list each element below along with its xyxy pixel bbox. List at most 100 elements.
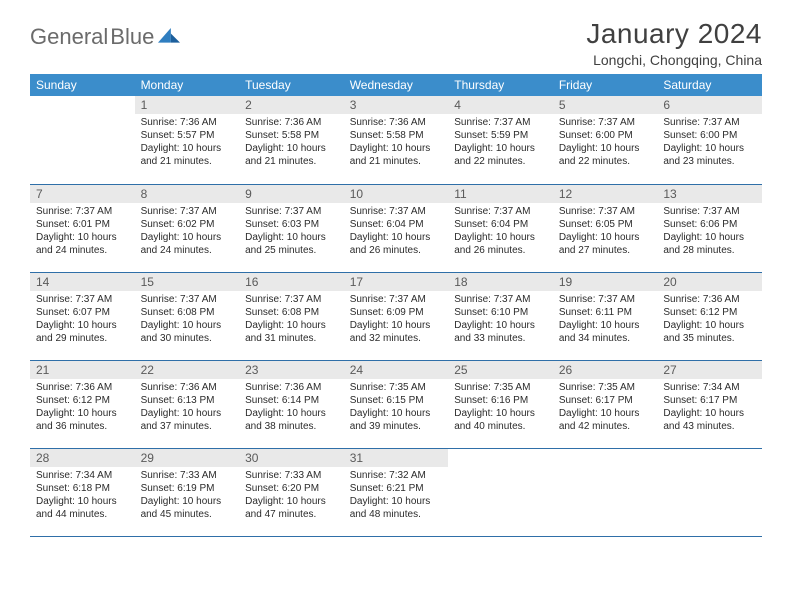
day-details: Sunrise: 7:37 AMSunset: 6:07 PMDaylight:…	[30, 291, 135, 349]
day-number	[553, 449, 658, 453]
day-details: Sunrise: 7:36 AMSunset: 6:12 PMDaylight:…	[30, 379, 135, 437]
header: General Blue January 2024 Longchi, Chong…	[30, 18, 762, 68]
day-details: Sunrise: 7:35 AMSunset: 6:15 PMDaylight:…	[344, 379, 449, 437]
calendar-day-cell: 15Sunrise: 7:37 AMSunset: 6:08 PMDayligh…	[135, 272, 240, 360]
brand-logo: General Blue	[30, 24, 180, 50]
weekday-header: Saturday	[657, 74, 762, 96]
calendar-day-cell: 27Sunrise: 7:34 AMSunset: 6:17 PMDayligh…	[657, 360, 762, 448]
calendar-day-cell: 9Sunrise: 7:37 AMSunset: 6:03 PMDaylight…	[239, 184, 344, 272]
day-number: 9	[239, 185, 344, 203]
month-title: January 2024	[586, 18, 762, 50]
triangle-icon	[158, 28, 180, 46]
calendar-header-row: SundayMondayTuesdayWednesdayThursdayFrid…	[30, 74, 762, 96]
calendar-day-cell: 12Sunrise: 7:37 AMSunset: 6:05 PMDayligh…	[553, 184, 658, 272]
day-details: Sunrise: 7:36 AMSunset: 5:57 PMDaylight:…	[135, 114, 240, 172]
calendar-day-cell: 30Sunrise: 7:33 AMSunset: 6:20 PMDayligh…	[239, 448, 344, 536]
calendar-day-cell: 4Sunrise: 7:37 AMSunset: 5:59 PMDaylight…	[448, 96, 553, 184]
day-details: Sunrise: 7:37 AMSunset: 6:08 PMDaylight:…	[239, 291, 344, 349]
calendar-day-cell: 14Sunrise: 7:37 AMSunset: 6:07 PMDayligh…	[30, 272, 135, 360]
day-number: 5	[553, 96, 658, 114]
calendar-day-cell: 28Sunrise: 7:34 AMSunset: 6:18 PMDayligh…	[30, 448, 135, 536]
calendar-day-cell: 19Sunrise: 7:37 AMSunset: 6:11 PMDayligh…	[553, 272, 658, 360]
day-number: 15	[135, 273, 240, 291]
calendar-week-row: 14Sunrise: 7:37 AMSunset: 6:07 PMDayligh…	[30, 272, 762, 360]
day-number: 2	[239, 96, 344, 114]
day-number	[30, 96, 135, 100]
title-block: January 2024 Longchi, Chongqing, China	[586, 18, 762, 68]
calendar-day-cell: 22Sunrise: 7:36 AMSunset: 6:13 PMDayligh…	[135, 360, 240, 448]
weekday-header: Wednesday	[344, 74, 449, 96]
day-details: Sunrise: 7:35 AMSunset: 6:16 PMDaylight:…	[448, 379, 553, 437]
day-number: 28	[30, 449, 135, 467]
calendar-day-cell	[30, 96, 135, 184]
day-details: Sunrise: 7:33 AMSunset: 6:20 PMDaylight:…	[239, 467, 344, 525]
calendar-day-cell: 25Sunrise: 7:35 AMSunset: 6:16 PMDayligh…	[448, 360, 553, 448]
day-number: 7	[30, 185, 135, 203]
weekday-header: Friday	[553, 74, 658, 96]
day-number: 30	[239, 449, 344, 467]
calendar-day-cell: 3Sunrise: 7:36 AMSunset: 5:58 PMDaylight…	[344, 96, 449, 184]
day-details: Sunrise: 7:37 AMSunset: 6:06 PMDaylight:…	[657, 203, 762, 261]
day-number: 8	[135, 185, 240, 203]
day-details: Sunrise: 7:37 AMSunset: 6:11 PMDaylight:…	[553, 291, 658, 349]
day-number: 4	[448, 96, 553, 114]
day-number: 25	[448, 361, 553, 379]
calendar-day-cell	[448, 448, 553, 536]
calendar-day-cell: 18Sunrise: 7:37 AMSunset: 6:10 PMDayligh…	[448, 272, 553, 360]
brand-word1: General	[30, 24, 108, 50]
day-details: Sunrise: 7:36 AMSunset: 5:58 PMDaylight:…	[344, 114, 449, 172]
day-details: Sunrise: 7:35 AMSunset: 6:17 PMDaylight:…	[553, 379, 658, 437]
calendar-day-cell: 16Sunrise: 7:37 AMSunset: 6:08 PMDayligh…	[239, 272, 344, 360]
calendar-day-cell: 6Sunrise: 7:37 AMSunset: 6:00 PMDaylight…	[657, 96, 762, 184]
weekday-header: Sunday	[30, 74, 135, 96]
calendar-day-cell: 21Sunrise: 7:36 AMSunset: 6:12 PMDayligh…	[30, 360, 135, 448]
day-details: Sunrise: 7:37 AMSunset: 6:00 PMDaylight:…	[553, 114, 658, 172]
day-number: 14	[30, 273, 135, 291]
day-number: 11	[448, 185, 553, 203]
day-details: Sunrise: 7:37 AMSunset: 6:09 PMDaylight:…	[344, 291, 449, 349]
day-number: 13	[657, 185, 762, 203]
day-details: Sunrise: 7:33 AMSunset: 6:19 PMDaylight:…	[135, 467, 240, 525]
day-number: 26	[553, 361, 658, 379]
calendar-day-cell: 24Sunrise: 7:35 AMSunset: 6:15 PMDayligh…	[344, 360, 449, 448]
day-details: Sunrise: 7:36 AMSunset: 6:12 PMDaylight:…	[657, 291, 762, 349]
day-number	[657, 449, 762, 453]
calendar-day-cell: 20Sunrise: 7:36 AMSunset: 6:12 PMDayligh…	[657, 272, 762, 360]
calendar-day-cell: 7Sunrise: 7:37 AMSunset: 6:01 PMDaylight…	[30, 184, 135, 272]
day-number: 23	[239, 361, 344, 379]
calendar-day-cell: 31Sunrise: 7:32 AMSunset: 6:21 PMDayligh…	[344, 448, 449, 536]
location-subtitle: Longchi, Chongqing, China	[586, 52, 762, 68]
calendar-day-cell: 1Sunrise: 7:36 AMSunset: 5:57 PMDaylight…	[135, 96, 240, 184]
day-details: Sunrise: 7:37 AMSunset: 6:02 PMDaylight:…	[135, 203, 240, 261]
day-details: Sunrise: 7:37 AMSunset: 6:04 PMDaylight:…	[448, 203, 553, 261]
day-number: 6	[657, 96, 762, 114]
day-details: Sunrise: 7:36 AMSunset: 6:13 PMDaylight:…	[135, 379, 240, 437]
calendar-page: General Blue January 2024 Longchi, Chong…	[0, 0, 792, 557]
calendar-week-row: 7Sunrise: 7:37 AMSunset: 6:01 PMDaylight…	[30, 184, 762, 272]
day-number: 21	[30, 361, 135, 379]
day-details: Sunrise: 7:37 AMSunset: 6:04 PMDaylight:…	[344, 203, 449, 261]
day-details: Sunrise: 7:34 AMSunset: 6:18 PMDaylight:…	[30, 467, 135, 525]
day-number: 27	[657, 361, 762, 379]
calendar-day-cell: 13Sunrise: 7:37 AMSunset: 6:06 PMDayligh…	[657, 184, 762, 272]
day-number: 16	[239, 273, 344, 291]
day-details: Sunrise: 7:37 AMSunset: 6:00 PMDaylight:…	[657, 114, 762, 172]
day-number: 10	[344, 185, 449, 203]
day-number: 12	[553, 185, 658, 203]
brand-word2: Blue	[110, 24, 154, 50]
day-number: 3	[344, 96, 449, 114]
day-details: Sunrise: 7:37 AMSunset: 6:10 PMDaylight:…	[448, 291, 553, 349]
day-details: Sunrise: 7:34 AMSunset: 6:17 PMDaylight:…	[657, 379, 762, 437]
day-details: Sunrise: 7:37 AMSunset: 6:08 PMDaylight:…	[135, 291, 240, 349]
calendar-day-cell	[553, 448, 658, 536]
calendar-body: 1Sunrise: 7:36 AMSunset: 5:57 PMDaylight…	[30, 96, 762, 536]
day-number: 1	[135, 96, 240, 114]
weekday-header: Thursday	[448, 74, 553, 96]
day-number	[448, 449, 553, 453]
calendar-day-cell: 26Sunrise: 7:35 AMSunset: 6:17 PMDayligh…	[553, 360, 658, 448]
calendar-day-cell: 10Sunrise: 7:37 AMSunset: 6:04 PMDayligh…	[344, 184, 449, 272]
calendar-week-row: 1Sunrise: 7:36 AMSunset: 5:57 PMDaylight…	[30, 96, 762, 184]
day-number: 24	[344, 361, 449, 379]
day-number: 31	[344, 449, 449, 467]
day-details: Sunrise: 7:32 AMSunset: 6:21 PMDaylight:…	[344, 467, 449, 525]
